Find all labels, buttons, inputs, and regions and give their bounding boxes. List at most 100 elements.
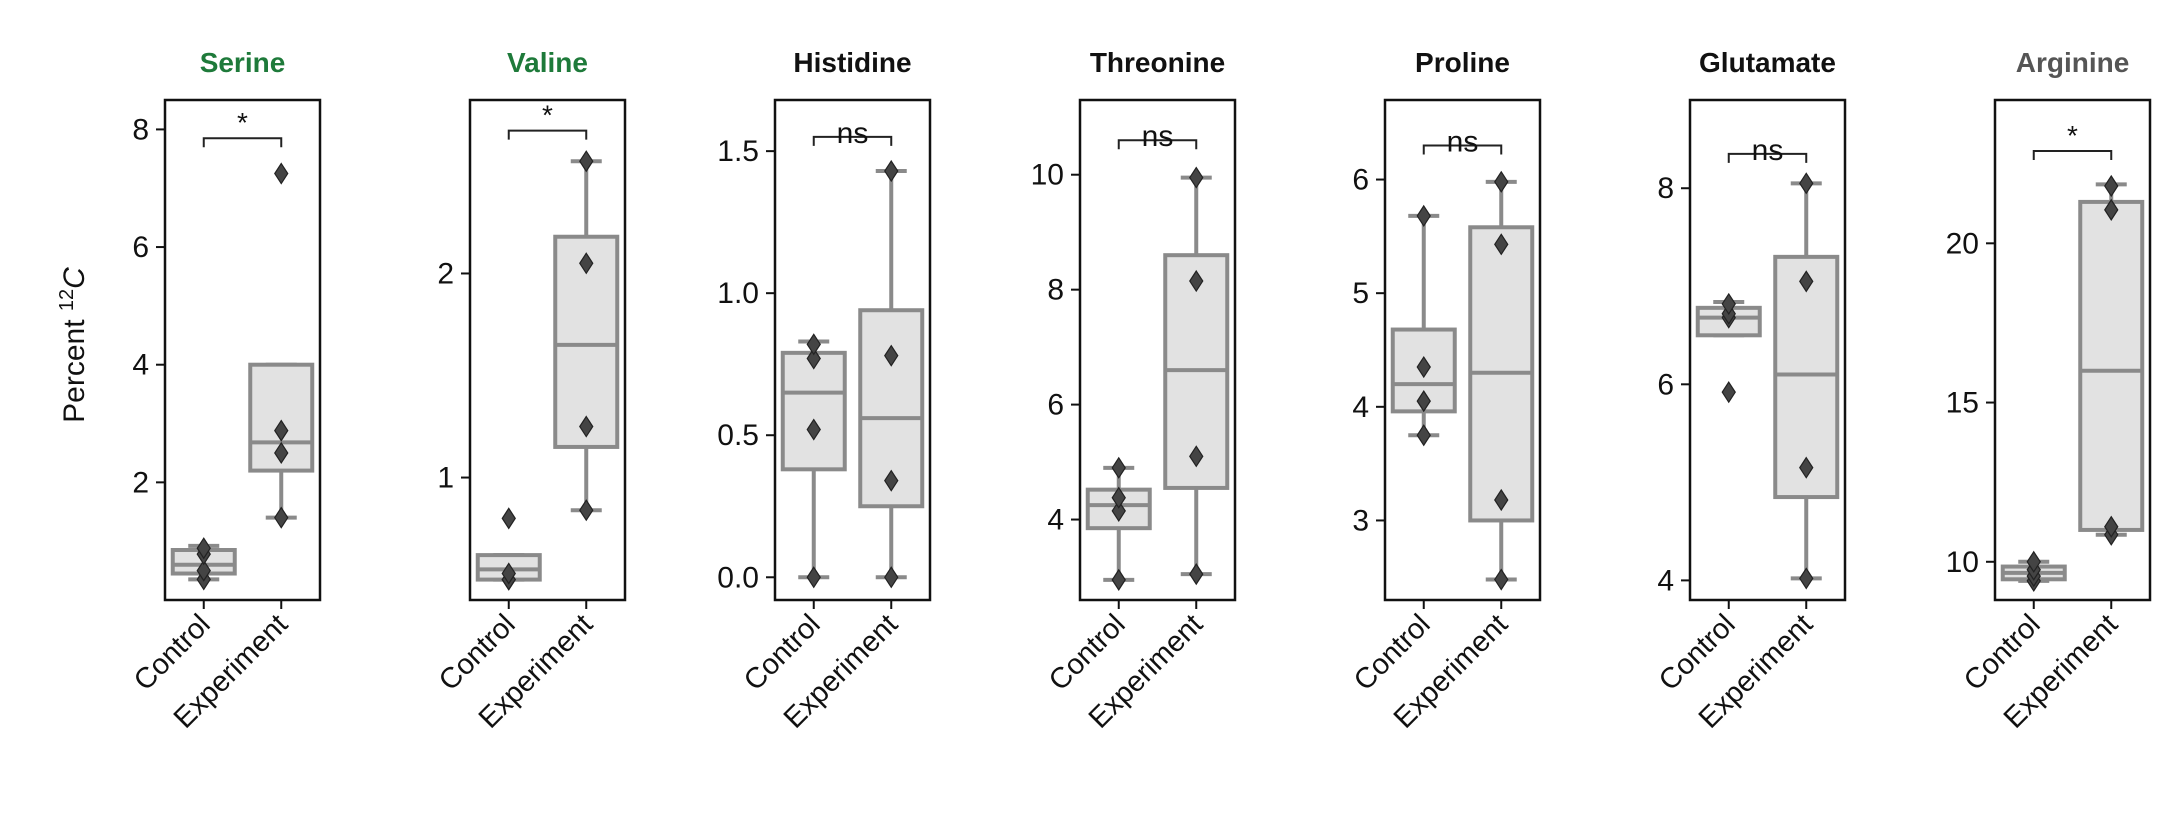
y-tick-label: 6: [132, 231, 149, 264]
data-point: [1494, 568, 1509, 591]
data-point: [806, 418, 821, 441]
y-tick-label: 4: [132, 349, 149, 382]
data-point: [806, 333, 821, 356]
y-tick-label: 2: [437, 257, 454, 290]
data-point: [884, 469, 899, 492]
iqr-box: [2078, 199, 2145, 532]
y-tick-label: 1.5: [717, 135, 759, 168]
panel-title: Threonine: [1090, 47, 1225, 78]
data-point: [1111, 456, 1126, 479]
data-point: [274, 419, 289, 442]
box-experiment: [858, 169, 925, 580]
data-point: [884, 566, 899, 589]
axes-frame: [163, 98, 322, 602]
panel-title: Arginine: [2016, 47, 2130, 78]
data-point: [1111, 486, 1126, 509]
data-point: [579, 150, 594, 173]
y-tick-label: 4: [1657, 564, 1674, 597]
axes-frame: [773, 98, 932, 602]
data-point: [1189, 563, 1204, 586]
data-point: [1189, 166, 1204, 189]
panel-title: Proline: [1415, 47, 1510, 78]
data-point: [579, 499, 594, 522]
data-point: [274, 506, 289, 529]
y-tick-label: 6: [1657, 368, 1674, 401]
y-tick-label: 10: [1946, 546, 1979, 579]
data-point: [2104, 198, 2119, 221]
data-point: [196, 537, 211, 560]
data-point: [1799, 172, 1814, 195]
data-point: [806, 566, 821, 589]
significance-label: ns: [1447, 125, 1479, 158]
data-point: [1799, 270, 1814, 293]
data-point: [1494, 488, 1509, 512]
y-tick-label: 10: [1031, 159, 1064, 192]
data-point: [1721, 292, 1736, 316]
data-point: [274, 441, 289, 465]
significance-bracket: [1727, 152, 1808, 163]
box-experiment: [1773, 181, 1840, 581]
data-point: [1799, 456, 1814, 479]
significance-label: ns: [837, 117, 869, 150]
y-tick-label: 1.0: [717, 277, 759, 310]
data-point: [1416, 390, 1431, 413]
box-experiment: [1163, 175, 1230, 577]
y-tick-label: 3: [1352, 504, 1369, 537]
data-point: [1416, 424, 1431, 447]
y-tick-label: 8: [1657, 172, 1674, 205]
box-control: [1085, 465, 1152, 582]
significance-label: *: [542, 100, 553, 131]
panel-title: Glutamate: [1699, 47, 1836, 78]
significance-bracket: [1117, 139, 1198, 150]
y-tick-label: 0.5: [717, 419, 759, 452]
significance-label: *: [2067, 120, 2078, 151]
significance-label: ns: [1142, 120, 1174, 153]
axes-frame: [1688, 98, 1847, 602]
box-experiment: [1468, 179, 1535, 582]
axes-frame: [1993, 98, 2152, 602]
box-experiment: [553, 159, 620, 513]
data-point: [274, 162, 289, 185]
data-point: [806, 347, 821, 370]
significance-label: *: [237, 107, 248, 138]
significance-label: ns: [1752, 134, 1784, 167]
y-axis-label: Percent 12C: [56, 267, 91, 423]
y-tick-label: 20: [1946, 227, 1979, 260]
axes-frame: [468, 98, 627, 602]
data-point: [1111, 499, 1126, 523]
y-tick-label: 15: [1946, 387, 1979, 420]
y-tick-label: 0.0: [717, 561, 759, 594]
data-point: [579, 415, 594, 438]
data-point: [884, 344, 899, 367]
y-tick-label: 8: [132, 113, 149, 146]
iqr-box: [780, 350, 847, 472]
data-point: [2104, 174, 2119, 198]
panel-title: Serine: [200, 47, 286, 78]
data-point: [1189, 445, 1204, 468]
data-point: [1799, 567, 1814, 590]
data-point: [1494, 233, 1509, 256]
y-tick-label: 1: [437, 462, 454, 495]
significance-bracket: [2032, 149, 2113, 160]
y-tick-label: 4: [1352, 391, 1369, 424]
data-point: [501, 562, 516, 585]
significance-bracket: [1422, 144, 1503, 155]
data-point: [579, 252, 594, 275]
data-point: [2104, 515, 2119, 538]
y-tick-label: 4: [1047, 504, 1064, 537]
data-point: [1416, 204, 1431, 228]
data-point: [501, 507, 516, 530]
axes-frame: [1078, 98, 1237, 602]
data-point: [884, 159, 899, 183]
box-control: [780, 339, 847, 580]
data-point: [2026, 550, 2041, 573]
panel-title: Histidine: [793, 47, 911, 78]
